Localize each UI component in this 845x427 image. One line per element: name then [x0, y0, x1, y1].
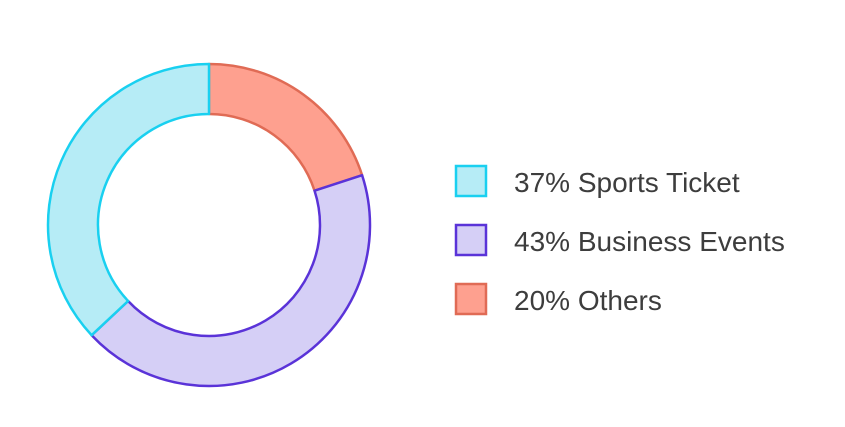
legend-item-business-events: 43% Business Events	[454, 223, 785, 257]
chart-legend: 37% Sports Ticket 43% Business Events 20…	[454, 164, 785, 316]
donut-slices	[46, 62, 372, 388]
slice-sports-ticket	[46, 62, 211, 337]
legend-swatch-business-events	[454, 223, 488, 257]
slice-others	[207, 62, 364, 192]
legend-swatch-others	[454, 282, 488, 316]
legend-label-business-events: 43% Business Events	[514, 226, 785, 257]
legend-label-sports-ticket: 37% Sports Ticket	[514, 167, 740, 198]
slice-business-events	[90, 173, 372, 388]
legend-label-others: 20% Others	[514, 285, 662, 316]
legend-swatch-sports-ticket	[454, 164, 488, 198]
legend-item-others: 20% Others	[454, 282, 662, 316]
legend-item-sports-ticket: 37% Sports Ticket	[454, 164, 740, 198]
